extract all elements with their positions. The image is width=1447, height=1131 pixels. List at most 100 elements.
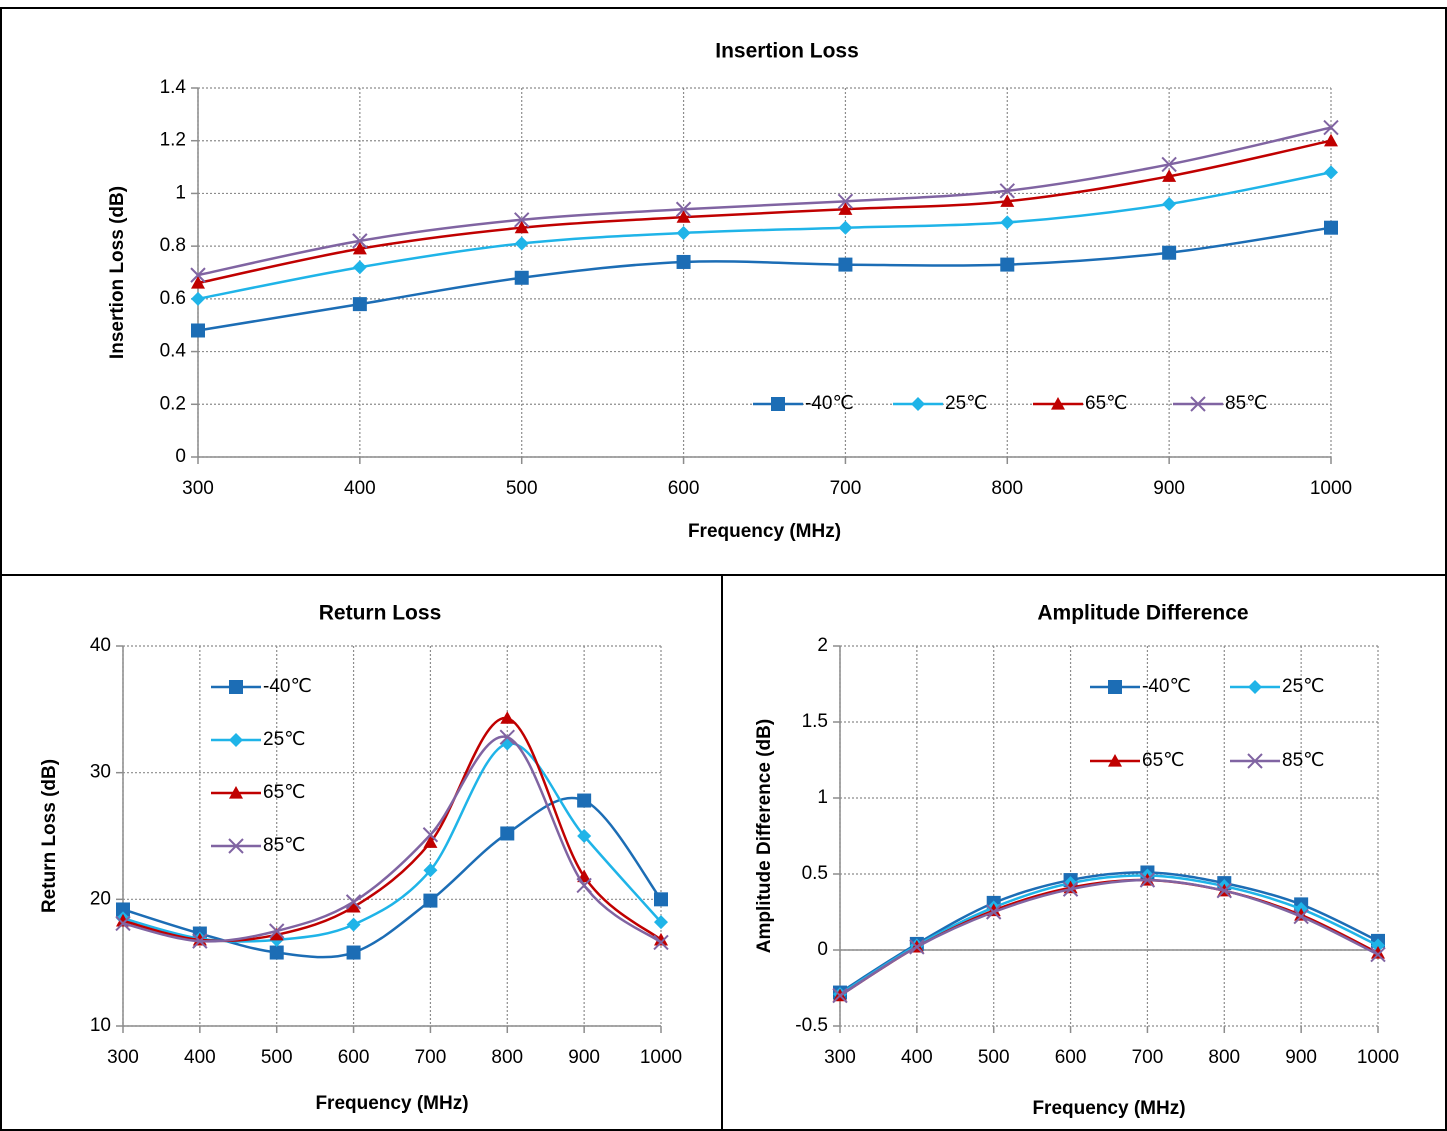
marker [345, 894, 362, 910]
legend-label: 25℃ [1282, 676, 1324, 697]
marker [676, 225, 691, 240]
marker [576, 877, 592, 894]
chart-title: Insertion Loss [715, 40, 859, 63]
marker [1051, 397, 1065, 410]
marker [654, 915, 668, 930]
marker [1162, 169, 1177, 182]
marker [1161, 156, 1177, 173]
marker [771, 397, 785, 411]
marker [190, 267, 206, 283]
marker [1247, 753, 1263, 769]
legend-label: 85℃ [1282, 750, 1324, 771]
marker [1370, 946, 1386, 963]
x-tick-label: 400 [184, 1047, 216, 1068]
marker [514, 236, 529, 251]
marker [115, 915, 131, 932]
x-tick-label: 1000 [1357, 1047, 1399, 1068]
x-tick-label: 400 [901, 1047, 933, 1068]
marker [675, 201, 692, 217]
x-tick-label: 500 [261, 1047, 293, 1068]
x-tick-label: 700 [415, 1047, 447, 1068]
marker [229, 733, 243, 747]
marker [1293, 908, 1309, 925]
y-axis-label: Return Loss (dB) [39, 759, 60, 913]
marker [346, 945, 361, 960]
marker [838, 202, 853, 215]
marker [1324, 133, 1338, 147]
x-tick-label: 300 [824, 1047, 856, 1068]
marker [422, 827, 439, 843]
marker [1216, 883, 1232, 899]
marker [192, 933, 208, 949]
marker [229, 680, 243, 694]
marker [500, 711, 515, 724]
marker [838, 220, 853, 235]
marker [909, 939, 925, 955]
chart-title: Amplitude Difference [1037, 602, 1248, 625]
marker [1162, 196, 1177, 211]
x-tick-label: 800 [991, 478, 1023, 499]
series-line [197, 139, 1332, 285]
x-tick-label: 700 [1132, 1047, 1164, 1068]
y-tick-label: 0 [175, 446, 186, 467]
y-tick-label: 2 [817, 635, 828, 656]
series-line [839, 878, 1379, 997]
marker [229, 786, 243, 799]
y-tick-label: 40 [90, 635, 111, 656]
series-line [122, 735, 662, 944]
marker [423, 835, 438, 848]
marker [191, 323, 205, 338]
marker [1139, 872, 1156, 888]
marker [1000, 257, 1015, 272]
marker [269, 923, 285, 939]
legend-label: 65℃ [1085, 393, 1127, 414]
x-tick-label: 600 [668, 478, 700, 499]
marker [352, 241, 367, 255]
marker [352, 260, 367, 275]
x-tick-label: 300 [182, 478, 214, 499]
x-tick-label: 1000 [1310, 478, 1352, 499]
marker [500, 826, 515, 841]
y-axis-label: Amplitude Difference (dB) [754, 719, 775, 953]
marker [654, 932, 668, 946]
x-tick-label: 400 [344, 478, 376, 499]
x-tick-label: 900 [568, 1047, 600, 1068]
marker [269, 927, 284, 941]
marker [346, 917, 361, 932]
legend-label: 25℃ [263, 729, 305, 750]
marker [1000, 194, 1015, 207]
marker [577, 829, 592, 843]
x-axis-label: Frequency (MHz) [315, 1093, 468, 1114]
x-tick-label: 1000 [640, 1047, 682, 1068]
y-tick-label: 0 [817, 939, 828, 960]
y-tick-label: -0.5 [795, 1015, 828, 1036]
marker [911, 397, 925, 411]
marker [423, 863, 438, 878]
marker [832, 987, 848, 1004]
x-tick-label: 800 [1208, 1047, 1240, 1068]
marker [1371, 946, 1385, 959]
marker [1108, 680, 1122, 694]
legend-label: 25℃ [945, 393, 987, 414]
marker [499, 729, 515, 745]
marker [346, 899, 361, 913]
legend-label: 85℃ [1225, 393, 1267, 414]
x-tick-label: 300 [107, 1047, 139, 1068]
marker [577, 793, 592, 808]
x-tick-label: 500 [506, 478, 538, 499]
marker [1062, 881, 1079, 897]
x-axis-label: Frequency (MHz) [688, 521, 841, 542]
marker [514, 220, 529, 234]
marker [1190, 396, 1206, 412]
marker [191, 291, 205, 306]
y-axis-label: Insertion Loss (dB) [107, 186, 128, 359]
x-tick-label: 900 [1153, 478, 1185, 499]
marker [1248, 680, 1262, 694]
legend-label: 65℃ [263, 782, 305, 803]
series-line [197, 126, 1332, 277]
series-line [839, 874, 1379, 996]
y-tick-label: 0.8 [160, 235, 186, 256]
x-axis-label: Frequency (MHz) [1032, 1098, 1185, 1119]
series-line [197, 226, 1332, 332]
